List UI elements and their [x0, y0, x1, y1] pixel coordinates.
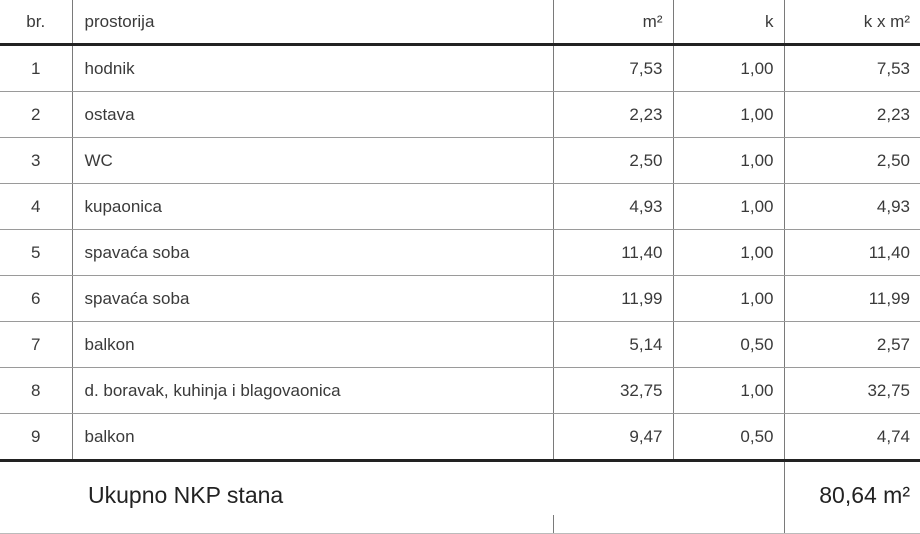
cell-area: 32,75: [552, 367, 673, 414]
header-no: br.: [0, 0, 72, 46]
cell-no: 4: [0, 183, 72, 230]
table-row: 9 balkon 9,47 0,50 4,74: [0, 413, 920, 462]
cell-area: 11,99: [552, 275, 673, 322]
divider: [553, 515, 554, 533]
cell-room: ostava: [71, 91, 553, 138]
cell-area: 2,23: [552, 91, 673, 138]
total-value: 80,64 m²: [819, 482, 910, 508]
header-row: br. prostorija m² k k x m²: [0, 0, 920, 46]
cell-area: 7,53: [552, 44, 673, 92]
header-room: prostorija: [71, 0, 553, 46]
cell-no: 5: [0, 229, 72, 276]
cell-k: 1,00: [672, 91, 784, 138]
cell-room: WC: [71, 137, 553, 184]
cell-room: spavaća soba: [71, 275, 553, 322]
cell-k: 1,00: [672, 137, 784, 184]
cell-area: 11,40: [552, 229, 673, 276]
cell-no: 6: [0, 275, 72, 322]
cell-no: 8: [0, 367, 72, 414]
cell-room: balkon: [71, 413, 553, 462]
header-area: m²: [552, 0, 673, 46]
cell-no: 1: [0, 44, 72, 92]
cell-room: kupaonica: [71, 183, 553, 230]
cell-kxarea: 2,23: [783, 91, 920, 138]
cell-k: 0,50: [672, 413, 784, 462]
cell-kxarea: 11,40: [783, 229, 920, 276]
cell-no: 9: [0, 413, 72, 462]
divider: [784, 462, 785, 533]
cell-kxarea: 2,57: [783, 321, 920, 368]
cell-room: spavaća soba: [71, 229, 553, 276]
table-row: 6 spavaća soba 11,99 1,00 11,99: [0, 275, 920, 322]
cell-no: 7: [0, 321, 72, 368]
table-row: 8 d. boravak, kuhinja i blagovaonica 32,75…: [0, 367, 920, 414]
cell-kxarea: 4,74: [783, 413, 920, 462]
table-row: 2 ostava 2,23 1,00 2,23: [0, 91, 920, 138]
cell-room: balkon: [71, 321, 553, 368]
cell-room: d. boravak, kuhinja i blagovaonica: [71, 367, 553, 414]
cell-area: 5,14: [552, 321, 673, 368]
table-row: 3 WC 2,50 1,00 2,50: [0, 137, 920, 184]
cell-kxarea: 4,93: [783, 183, 920, 230]
cell-kxarea: 2,50: [783, 137, 920, 184]
cell-k: 1,00: [672, 367, 784, 414]
table-row: 7 balkon 5,14 0,50 2,57: [0, 321, 920, 368]
cell-room: hodnik: [71, 44, 553, 92]
cell-kxarea: 32,75: [783, 367, 920, 414]
cell-area: 9,47: [552, 413, 673, 462]
cell-k: 0,50: [672, 321, 784, 368]
cell-k: 1,00: [672, 183, 784, 230]
cell-no: 2: [0, 91, 72, 138]
cell-kxarea: 7,53: [783, 44, 920, 92]
table-row: 4 kupaonica 4,93 1,00 4,93: [0, 183, 920, 230]
total-row: Ukupno NKP stana 80,64 m²: [0, 462, 920, 534]
cell-k: 1,00: [672, 229, 784, 276]
table-row: 5 spavaća soba 11,40 1,00 11,40: [0, 229, 920, 276]
cell-no: 3: [0, 137, 72, 184]
cell-k: 1,00: [672, 44, 784, 92]
cell-k: 1,00: [672, 275, 784, 322]
header-kxarea: k x m²: [783, 0, 920, 46]
cell-area: 4,93: [552, 183, 673, 230]
room-area-table: br. prostorija m² k k x m² 1 hodnik 7,53 1,…: [0, 0, 920, 462]
total-label: Ukupno NKP stana: [88, 482, 284, 508]
cell-area: 2,50: [552, 137, 673, 184]
header-k: k: [672, 0, 784, 46]
cell-kxarea: 11,99: [783, 275, 920, 322]
table-row: 1 hodnik 7,53 1,00 7,53: [0, 44, 920, 92]
